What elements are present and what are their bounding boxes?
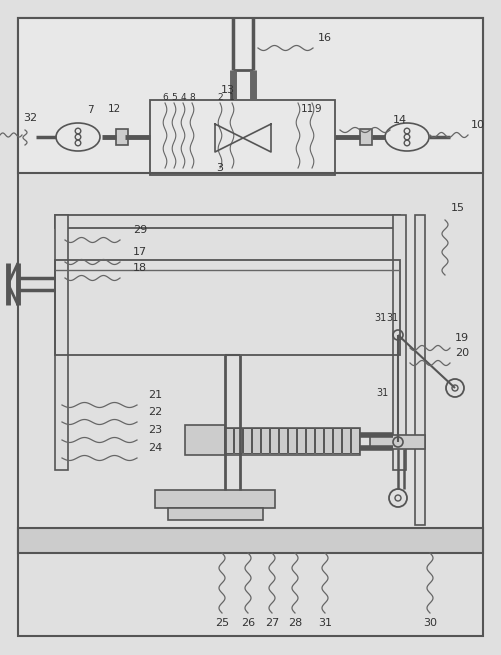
Bar xyxy=(116,129,128,145)
Text: 20: 20 xyxy=(455,348,469,358)
Text: 7: 7 xyxy=(87,105,93,115)
Bar xyxy=(225,428,233,453)
Text: 23: 23 xyxy=(148,425,162,435)
Text: 5: 5 xyxy=(171,94,177,102)
Text: 15: 15 xyxy=(451,203,465,213)
Bar xyxy=(55,215,400,228)
Bar xyxy=(342,428,350,453)
Bar xyxy=(234,428,242,453)
Text: 12: 12 xyxy=(107,104,121,114)
Text: 21: 21 xyxy=(148,390,162,400)
Text: 18: 18 xyxy=(133,263,147,273)
Text: 3: 3 xyxy=(216,163,223,173)
Text: 27: 27 xyxy=(265,618,279,628)
Text: 4: 4 xyxy=(180,94,186,102)
Text: 17: 17 xyxy=(133,247,147,257)
Text: 9: 9 xyxy=(315,104,321,114)
Bar xyxy=(225,428,360,455)
Bar xyxy=(333,428,341,453)
Text: 1: 1 xyxy=(229,94,235,102)
Text: 10: 10 xyxy=(471,120,485,130)
Text: 14: 14 xyxy=(393,115,407,125)
Bar xyxy=(155,490,275,508)
Text: 25: 25 xyxy=(215,618,229,628)
Bar xyxy=(18,18,483,173)
Bar xyxy=(351,428,359,453)
Text: 32: 32 xyxy=(23,113,37,123)
Text: 28: 28 xyxy=(288,618,302,628)
Bar xyxy=(370,435,425,449)
Text: 30: 30 xyxy=(423,618,437,628)
Bar xyxy=(55,215,68,470)
Bar xyxy=(324,428,332,453)
Text: 29: 29 xyxy=(133,225,147,235)
Bar xyxy=(415,215,425,525)
Text: 11: 11 xyxy=(301,104,314,114)
Bar xyxy=(297,428,305,453)
Text: 13: 13 xyxy=(221,85,235,95)
Bar xyxy=(279,428,287,453)
Text: 16: 16 xyxy=(318,33,332,43)
Bar xyxy=(360,129,372,145)
Text: 6: 6 xyxy=(162,94,168,102)
Bar xyxy=(252,428,260,453)
Bar xyxy=(168,508,263,520)
Bar xyxy=(306,428,314,453)
Bar xyxy=(315,428,323,453)
Bar xyxy=(150,100,335,175)
Bar xyxy=(55,260,400,355)
Text: 22: 22 xyxy=(148,407,162,417)
Text: 31: 31 xyxy=(374,313,386,323)
Bar xyxy=(243,428,251,453)
Text: 24: 24 xyxy=(148,443,162,453)
Bar xyxy=(185,425,225,455)
Bar xyxy=(18,528,483,553)
Bar xyxy=(261,428,269,453)
Text: 8: 8 xyxy=(189,94,195,102)
Text: 31: 31 xyxy=(386,313,398,323)
Text: 2: 2 xyxy=(217,94,223,102)
Text: 26: 26 xyxy=(241,618,255,628)
Bar xyxy=(393,215,406,470)
Text: 31: 31 xyxy=(318,618,332,628)
Text: 31: 31 xyxy=(376,388,388,398)
Text: 19: 19 xyxy=(455,333,469,343)
Bar xyxy=(270,428,278,453)
Bar xyxy=(288,428,296,453)
